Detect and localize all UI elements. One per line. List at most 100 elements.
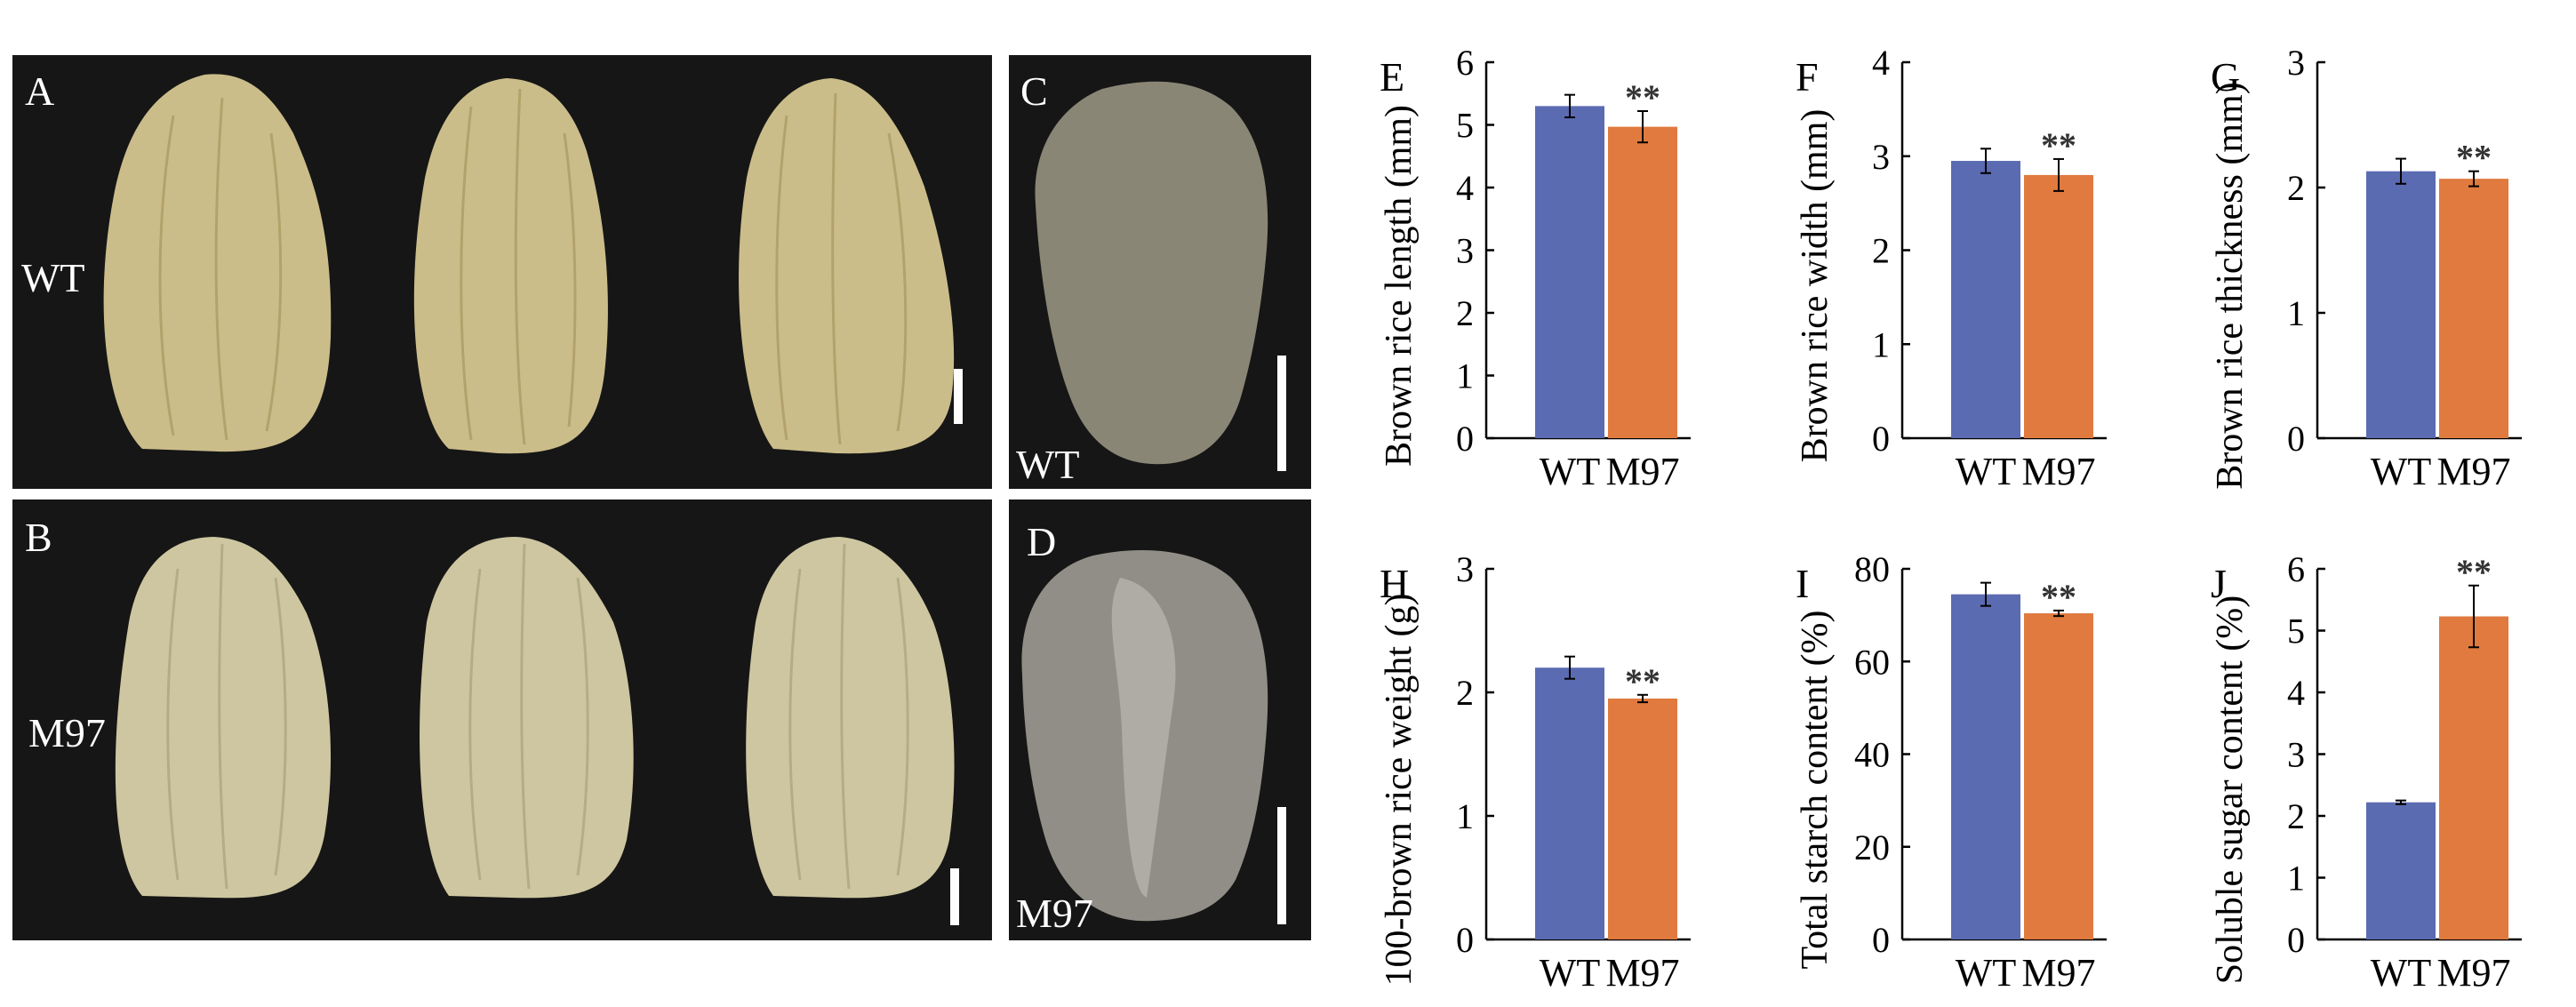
y-tick-label: 0: [1456, 920, 1474, 960]
y-axis-label: Soluble sugar content (%): [2210, 595, 2251, 984]
y-tick-label: 60: [1854, 642, 1890, 682]
y-tick-label: 2: [1456, 293, 1474, 333]
y-tick-label: 3: [2287, 735, 2305, 775]
y-tick-label: 1: [2287, 293, 2305, 333]
panel-letter: H: [1380, 561, 1409, 606]
significance-label: **: [2456, 552, 2492, 592]
x-tick-label: M97: [1605, 450, 1679, 493]
y-tick-label: 4: [1872, 43, 1890, 83]
genotype-label: WT: [1016, 442, 1080, 487]
bar-wt: [2366, 802, 2436, 939]
x-tick-label: M97: [2436, 450, 2510, 493]
bar-m97: [2439, 616, 2508, 939]
x-tick-label: M97: [1605, 951, 1679, 995]
y-tick-label: 3: [1456, 549, 1474, 589]
y-tick-label: 5: [1456, 106, 1474, 146]
y-tick-label: 6: [1456, 43, 1474, 83]
y-tick-label: 2: [2287, 796, 2305, 836]
y-tick-label: 0: [1456, 419, 1474, 459]
y-tick-label: 2: [2287, 168, 2305, 208]
bar-m97: [2024, 174, 2093, 438]
photo-panel-c: C WT: [1009, 55, 1311, 489]
bar-wt: [2366, 171, 2436, 439]
y-tick-label: 0: [1872, 920, 1890, 960]
grain: [413, 78, 608, 454]
y-tick-label: 80: [1854, 549, 1890, 589]
bar-m97: [2439, 179, 2508, 438]
bar-m97: [1608, 698, 1677, 939]
y-axis-label: Brown rice thickness (mm): [2210, 82, 2251, 489]
y-axis-label: Brown rice length (mm): [1379, 105, 1420, 467]
y-tick-label: 2: [1456, 673, 1474, 713]
y-tick-label: 6: [2287, 549, 2305, 589]
scale-bar: [950, 868, 959, 925]
significance-label: **: [2041, 577, 2076, 617]
bar-wt: [1535, 667, 1604, 939]
photo-panel-a: A WT: [12, 55, 992, 489]
y-tick-label: 20: [1854, 827, 1890, 867]
grain-photo-b: [115, 537, 955, 899]
significance-label: **: [1625, 661, 1660, 701]
scale-bar: [1277, 807, 1286, 924]
bar-wt: [1951, 594, 2020, 939]
y-tick-label: 0: [2287, 920, 2305, 960]
photo-panel-d: D M97: [1009, 500, 1311, 940]
y-tick-label: 4: [1456, 168, 1474, 208]
x-tick-label: WT: [1540, 450, 1601, 493]
scale-bar: [1277, 356, 1286, 471]
x-tick-label: WT: [1956, 951, 2017, 995]
significance-label: **: [2456, 138, 2492, 178]
y-tick-label: 3: [1456, 231, 1474, 271]
panel-letter: J: [2211, 561, 2227, 606]
bar-m97: [2024, 613, 2093, 939]
y-tick-label: 2: [1872, 231, 1890, 271]
panel-letter: I: [1796, 561, 1809, 606]
y-tick-label: 40: [1854, 735, 1890, 775]
panel-letter: E: [1380, 54, 1404, 100]
y-tick-label: 0: [2287, 419, 2305, 459]
panel-letter: C: [1020, 68, 1048, 114]
y-tick-label: 0: [1872, 419, 1890, 459]
chart-panel-f: 0 1 2 3 4 WT ** M97 F Brown rice width (mm): [1795, 43, 2107, 493]
genotype-label: WT: [21, 255, 85, 300]
y-tick-label: 5: [2287, 611, 2305, 651]
y-tick-label: 1: [1456, 796, 1474, 836]
x-tick-label: WT: [2371, 450, 2432, 493]
x-tick-label: WT: [2371, 951, 2432, 995]
panel-letter: A: [25, 68, 54, 114]
chart-panel-e: 0 1 2 3 4 5 6 WT ** M97 E Brown rice length (mm): [1379, 43, 1691, 493]
bar-wt: [1951, 161, 2020, 438]
photo-panel-b: B M97: [12, 500, 992, 940]
significance-label: **: [2041, 125, 2076, 165]
panel-letter: B: [25, 515, 52, 560]
y-tick-label: 3: [2287, 43, 2305, 83]
grain: [739, 78, 955, 454]
panel-letter: G: [2211, 54, 2240, 100]
genotype-label: M97: [28, 710, 106, 755]
y-axis-label: Brown rice width (mm): [1795, 109, 1836, 463]
y-tick-label: 1: [2287, 859, 2305, 899]
panel-letter: F: [1796, 54, 1819, 100]
panel-letter: D: [1027, 519, 1056, 564]
chalky-core: [1111, 578, 1176, 898]
scale-bar: [954, 369, 963, 424]
grain-photo-a: [103, 74, 955, 454]
y-axis-label: Total starch content (%): [1795, 610, 1836, 969]
x-tick-label: WT: [1540, 951, 1601, 995]
y-tick-label: 1: [1872, 324, 1890, 364]
x-tick-label: M97: [2021, 951, 2095, 995]
grain-cross-section: [1035, 81, 1268, 465]
x-tick-label: M97: [2021, 450, 2095, 493]
bar-wt: [1535, 106, 1604, 438]
y-tick-label: 3: [1872, 137, 1890, 177]
y-tick-label: 1: [1456, 356, 1474, 396]
significance-label: **: [1625, 77, 1660, 117]
x-tick-label: M97: [2436, 951, 2510, 995]
x-tick-label: WT: [1956, 450, 2017, 493]
bar-m97: [1608, 126, 1677, 439]
